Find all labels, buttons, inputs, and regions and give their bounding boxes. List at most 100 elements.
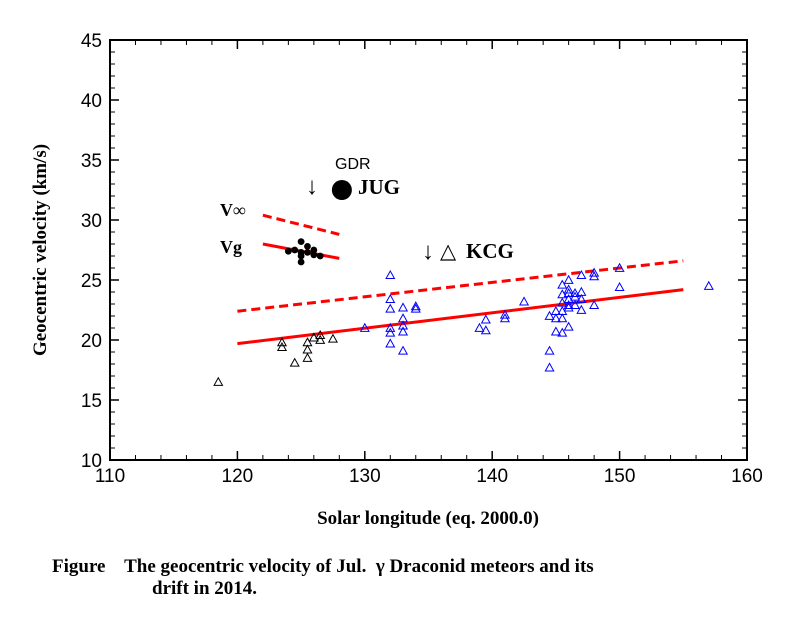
blue-triangle-point: [499, 309, 510, 319]
fit-lines: [237, 213, 684, 346]
blue-triangle-point: [385, 293, 396, 304]
blue-triangle-point: [359, 322, 370, 332]
blue-triangle-point: [544, 310, 555, 320]
blue-triangle-point: [397, 345, 409, 355]
x-tick-label: 160: [731, 466, 763, 487]
black-triangle-point: [302, 344, 313, 354]
blue-triangle-point: [576, 293, 587, 304]
blue-triangle-point: [569, 287, 581, 298]
x-tick-label: 150: [604, 466, 636, 487]
blue-triangle-point: [563, 299, 574, 310]
dashed-fit-line: [237, 259, 684, 313]
black-triangle-point: [308, 332, 319, 342]
black-triangle-point: [315, 334, 326, 344]
blue-triangle-point: [576, 269, 587, 280]
y-tick-label: 45: [81, 31, 102, 52]
black-triangle-point: [289, 357, 300, 367]
solid-fit-line: [237, 288, 684, 346]
blue-triangle-point: [385, 303, 396, 313]
blue-triangle-point: [703, 280, 714, 290]
blue-triangle-point: [557, 313, 568, 323]
y-tick-label: 40: [81, 91, 102, 112]
y-tick-label: 25: [81, 271, 102, 292]
blue-triangle-point: [614, 262, 625, 272]
blue-triangle-point: [589, 267, 600, 277]
caption-line-2: drift in 2014.: [152, 578, 258, 599]
vg-label: Vg: [220, 237, 242, 257]
blue-triangle-point: [557, 327, 568, 337]
kcg-label: KCG: [466, 239, 514, 263]
black-triangle-point: [302, 352, 313, 362]
dashed-fit-line: [262, 213, 340, 236]
blue-triangle-point: [569, 299, 581, 310]
chart: 110 120 130 140 150 160 10 15 20 25 30 35 40 45 Sola…: [30, 31, 763, 529]
blue-triangle-point: [385, 338, 396, 348]
x-tick-label: 130: [349, 466, 381, 487]
black-triangle-point: [276, 337, 288, 347]
x-tick-label: 110: [95, 466, 125, 487]
jug-large-circle-point: [331, 180, 352, 200]
blue-triangle-point: [385, 327, 396, 337]
blue-triangle-point: [397, 320, 409, 330]
x-axis-title: Solar longitude (eq. 2000.0): [317, 508, 539, 529]
gdr-filled-circle-point: [316, 252, 324, 260]
figure-caption: Figure The geocentric velocity of Jul. γ…: [52, 556, 772, 600]
blue-triangle-point: [614, 281, 625, 292]
gdr-filled-circle-point: [297, 238, 305, 246]
x-tick-label: 120: [222, 466, 254, 487]
blue-triangle-point: [385, 322, 396, 332]
blue-triangle-point: [576, 304, 587, 314]
blue-triangle-point: [589, 271, 600, 281]
blue-triangle-point: [563, 274, 574, 284]
gdr-filled-circle-point: [304, 243, 311, 250]
y-tick-label: 30: [81, 211, 102, 232]
blue-triangle-point: [397, 326, 409, 336]
blue-triangle-point: [563, 302, 574, 312]
jug-label: JUG: [358, 175, 400, 199]
gdr-filled-circle-point: [297, 258, 305, 266]
blue-triangle-point: [519, 296, 530, 306]
gdr-filled-circle-point: [310, 246, 318, 254]
blue-triangle-point: [544, 362, 555, 372]
blue-triangle-point: [550, 305, 561, 316]
y-tick-label: 20: [81, 331, 102, 352]
blue-triangle-point: [557, 279, 568, 289]
blue-triangle-point: [397, 302, 409, 312]
y-tick-label: 15: [81, 391, 102, 412]
y-tick-labels: 10 15 20 25 30 35 40 45: [81, 31, 102, 472]
gdr-filled-circle-point: [291, 246, 299, 254]
caption-line-1: Figure The geocentric velocity of Jul. γ…: [52, 556, 594, 577]
kcg-triangle-symbol: △: [440, 240, 457, 263]
blue-triangle-point: [480, 314, 491, 324]
blue-triangle-point: [385, 269, 396, 280]
y-axis-title: Geocentric velocity (km/s): [30, 144, 51, 356]
gdr-filled-circle-point: [304, 249, 311, 256]
blue-triangle-point: [474, 322, 485, 332]
blue-triangle-point: [480, 325, 491, 335]
axis-ticks: [109, 39, 748, 461]
blue-triangle-point: [410, 301, 421, 311]
data-markers: [213, 180, 714, 386]
blue-triangle-point: [550, 326, 561, 336]
y-tick-label: 35: [81, 151, 102, 172]
kcg-arrow: ↓: [422, 238, 434, 265]
gdr-filled-circle-point: [297, 249, 305, 256]
black-triangle-point: [276, 341, 288, 352]
black-triangle-point: [302, 337, 313, 347]
blue-triangle-point: [563, 284, 574, 294]
gdr-label: GDR: [335, 156, 371, 173]
plot-frame: [109, 39, 748, 461]
x-tick-labels: 110 120 130 140 150 160: [95, 466, 763, 487]
gdr-filled-circle-point: [310, 251, 318, 259]
blue-triangle-point: [410, 303, 421, 313]
blue-triangle-point: [563, 321, 574, 331]
black-triangle-point: [213, 376, 224, 386]
blue-triangle-point: [563, 287, 574, 298]
blue-triangle-point: [589, 299, 600, 310]
x-tick-label: 140: [476, 466, 508, 487]
black-triangle-point: [315, 329, 326, 340]
v-infinity-label: V∞: [220, 200, 246, 220]
blue-triangle-point: [544, 345, 555, 355]
blue-triangle-point: [550, 313, 561, 323]
jug-arrow: ↓: [306, 173, 318, 200]
